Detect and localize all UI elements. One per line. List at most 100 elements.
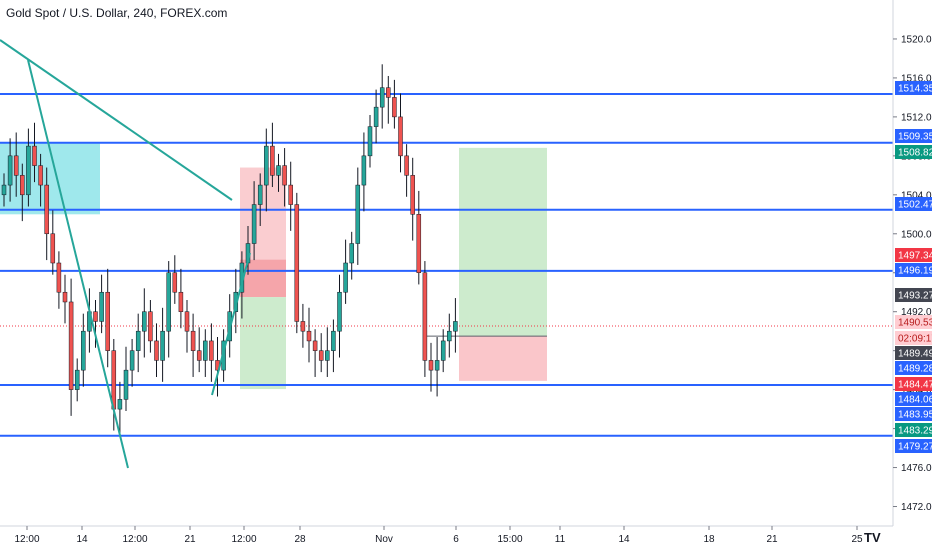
price-tag-label: 1479.27 [898,442,932,453]
candle-body [117,399,123,410]
candle-body [337,291,342,332]
candle-body [392,97,397,118]
price-tag-box [895,263,932,277]
candle-body [361,155,367,186]
price-tag-label: 1497.34 [898,251,932,262]
y-tick-label: 1500.00 [901,229,932,240]
candle-body [184,311,190,332]
price-tag-label: 1508.82 [898,148,932,159]
candle-body [172,272,178,293]
price-tag-label: 1514.35 [898,84,932,95]
time-axis[interactable]: 12:00 14 12:00 21 12:00 28 Nov 6 15:00 11 14 18 21 25 [14,526,863,545]
candle-body [251,204,257,244]
price-tag-box [895,346,932,360]
candle-body [300,321,306,332]
price-tag-box [895,407,932,421]
candle-body [203,340,208,361]
price-tag-box [895,315,932,329]
price-tag-label: 1496.19 [898,266,932,277]
x-tick-label: 28 [294,534,306,545]
horizontal-levels-layer [0,92,893,437]
price-tags: 1514.35 1509.35 1508.82 1502.47 1497.34 1496.… [895,81,932,453]
candle-body [178,291,184,312]
price-tag-box [895,248,932,262]
candle-body [105,291,110,351]
candle-body [44,184,49,235]
candles-layer [1,64,458,436]
trendline [211,252,251,396]
candle-body [398,116,403,157]
price-tag-label: 1483.29 [898,426,932,437]
x-tick-label: 21 [766,534,778,545]
candle-body [160,330,165,361]
x-tick-label: 12:00 [231,534,256,545]
price-tag-label: 1490.53 [898,318,932,329]
long-target-zone [459,147,547,337]
candle-body [209,340,214,361]
candle-body [264,145,269,186]
candle-body [343,262,348,293]
price-tag-label: 1502.47 [898,200,932,211]
candle-body [294,204,300,322]
price-tag-box [895,288,932,302]
short-target-zone [240,297,286,390]
candle-body [190,330,196,351]
candle-body [416,214,422,273]
candle-body [123,369,129,400]
candle-body [355,184,361,244]
candle-body [62,291,68,303]
price-tag-box [895,129,932,143]
candle-body [453,321,458,332]
candle-body [379,87,385,108]
y-tick-label: 1516.00 [901,73,932,84]
candle-body [410,175,415,215]
candle-body [68,301,74,390]
price-tag-box [895,392,932,406]
candle-body [7,155,13,186]
trendlines-layer [0,39,251,469]
candle-body [428,360,434,371]
candle-body [257,184,263,205]
price-tag-label: 1489.28 [898,364,932,375]
candle-body [434,360,440,371]
candle-body [142,311,147,332]
candle-body [32,145,37,166]
y-tick-label: 1504.00 [901,190,932,201]
candle-body [1,184,7,196]
x-tick-label: 15:00 [497,534,522,545]
price-tag-label: 1493.27 [898,291,932,302]
x-tick-label: 11 [555,534,566,545]
candle-body [349,243,354,264]
price-tag-box [895,361,932,375]
candle-body [196,350,202,361]
price-tag-box [895,423,932,437]
x-tick-label: 6 [453,534,459,545]
y-tick-label: 1512.00 [901,112,932,123]
candle-body [99,291,104,322]
candle-body [288,184,293,205]
y-tick-label: 1520.00 [901,34,932,45]
x-tick-label: 14 [76,534,88,545]
x-tick-label: 25 [851,534,863,545]
candle-body [325,350,330,361]
price-tag-box [895,377,932,391]
y-tick-label: 1492.00 [901,307,932,318]
candle-body [318,350,324,361]
x-tick-label: 12:00 [14,534,39,545]
price-tag-box [895,331,932,345]
price-tag-box [895,81,932,95]
price-tag-label: 1509.35 [898,132,932,143]
price-tag-label: 1484.47 [898,380,932,391]
candle-body [129,350,135,371]
candle-body [166,272,171,332]
candle-body [386,87,391,98]
candle-body [276,165,281,176]
candle-body [367,126,373,157]
candle-body [13,155,19,176]
candle-body [148,311,153,342]
x-tick-label: 21 [184,534,196,545]
long-stop-zone [459,336,547,381]
x-tick-label: 18 [703,534,715,545]
candle-body [312,340,318,351]
